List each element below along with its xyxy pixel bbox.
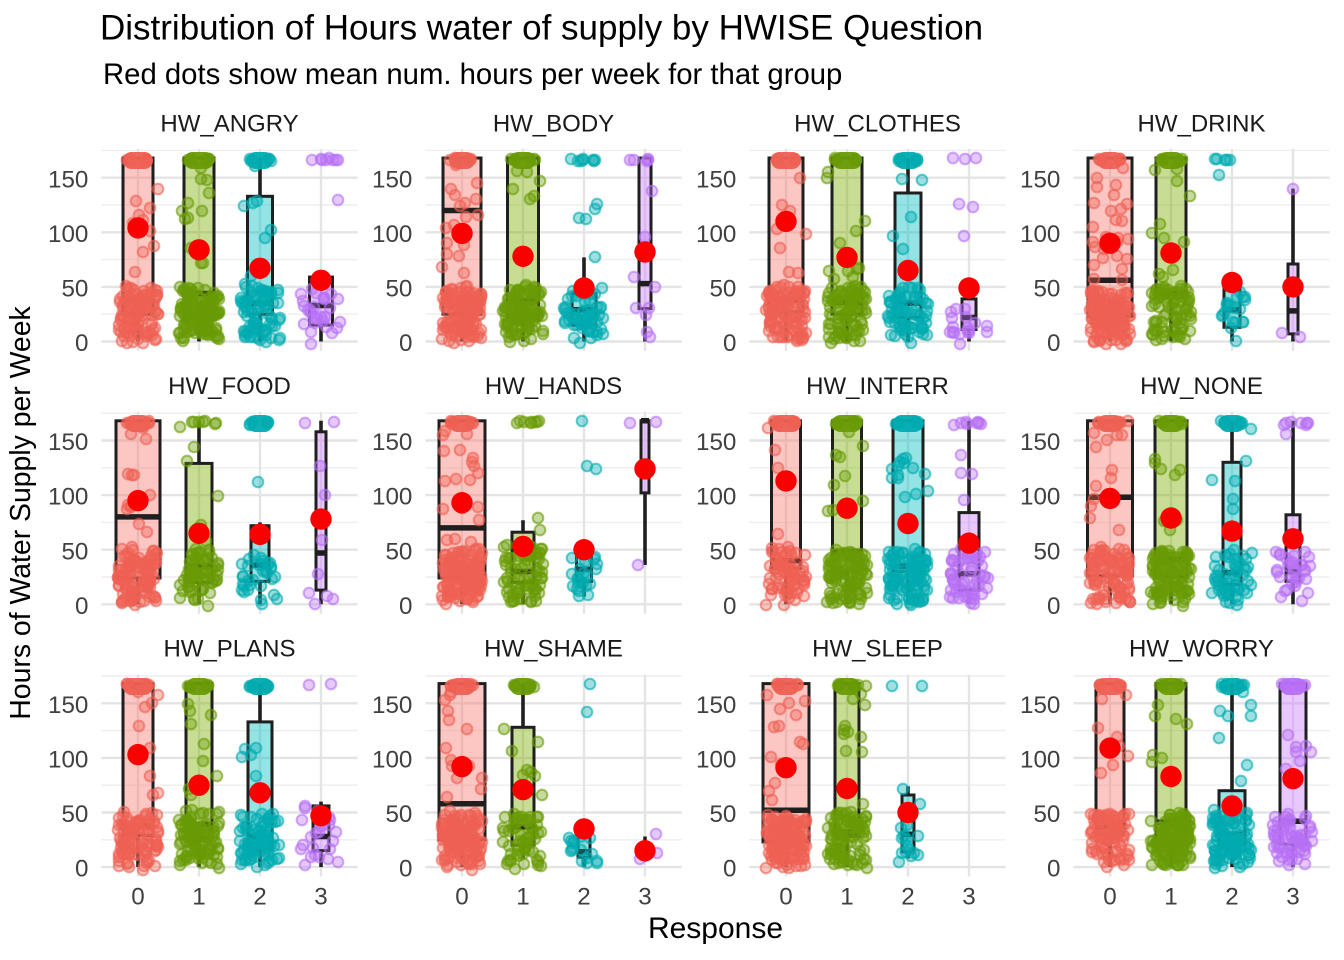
- svg-text:HW_SLEEP: HW_SLEEP: [812, 636, 943, 663]
- svg-text:0: 0: [455, 884, 468, 911]
- svg-text:Red dots show mean num. hours: Red dots show mean num. hours per week f…: [103, 58, 842, 91]
- svg-text:2: 2: [253, 884, 266, 911]
- svg-text:HW_INTERR: HW_INTERR: [806, 373, 949, 400]
- svg-text:1: 1: [840, 884, 853, 911]
- svg-text:100: 100: [696, 221, 736, 248]
- svg-text:HW_FOOD: HW_FOOD: [168, 373, 291, 400]
- svg-text:150: 150: [1020, 429, 1060, 456]
- svg-text:0: 0: [723, 330, 736, 357]
- svg-text:150: 150: [372, 692, 412, 719]
- svg-text:100: 100: [372, 221, 412, 248]
- svg-text:50: 50: [709, 801, 736, 828]
- svg-text:0: 0: [399, 856, 412, 883]
- svg-text:0: 0: [75, 856, 88, 883]
- svg-text:100: 100: [48, 221, 88, 248]
- svg-text:50: 50: [709, 276, 736, 303]
- svg-text:150: 150: [48, 692, 88, 719]
- svg-text:50: 50: [385, 801, 412, 828]
- svg-text:HW_DRINK: HW_DRINK: [1137, 110, 1265, 137]
- svg-text:0: 0: [1103, 884, 1116, 911]
- svg-text:0: 0: [1047, 330, 1060, 357]
- svg-text:150: 150: [48, 429, 88, 456]
- svg-text:100: 100: [48, 747, 88, 774]
- svg-text:HW_PLANS: HW_PLANS: [163, 636, 295, 663]
- svg-text:HW_NONE: HW_NONE: [1140, 373, 1263, 400]
- svg-text:150: 150: [48, 166, 88, 193]
- svg-text:0: 0: [779, 884, 792, 911]
- svg-text:150: 150: [372, 429, 412, 456]
- svg-text:150: 150: [696, 166, 736, 193]
- svg-text:HW_ANGRY: HW_ANGRY: [160, 110, 298, 137]
- svg-text:50: 50: [709, 538, 736, 565]
- svg-text:HW_BODY: HW_BODY: [493, 110, 614, 137]
- svg-text:2: 2: [1225, 884, 1238, 911]
- svg-text:0: 0: [75, 593, 88, 620]
- svg-text:100: 100: [372, 484, 412, 511]
- svg-text:0: 0: [1047, 856, 1060, 883]
- svg-text:0: 0: [75, 330, 88, 357]
- svg-text:3: 3: [962, 884, 975, 911]
- svg-text:0: 0: [399, 593, 412, 620]
- svg-text:150: 150: [1020, 166, 1060, 193]
- svg-text:50: 50: [1033, 801, 1060, 828]
- svg-text:2: 2: [577, 884, 590, 911]
- svg-text:0: 0: [723, 856, 736, 883]
- svg-text:100: 100: [1020, 221, 1060, 248]
- svg-text:50: 50: [61, 276, 88, 303]
- svg-text:50: 50: [385, 538, 412, 565]
- svg-text:0: 0: [131, 884, 144, 911]
- svg-text:HW_CLOTHES: HW_CLOTHES: [794, 110, 961, 137]
- svg-text:2: 2: [901, 884, 914, 911]
- svg-text:3: 3: [638, 884, 651, 911]
- svg-text:HW_HANDS: HW_HANDS: [485, 373, 622, 400]
- svg-text:100: 100: [696, 484, 736, 511]
- svg-text:150: 150: [372, 166, 412, 193]
- svg-text:50: 50: [1033, 538, 1060, 565]
- svg-text:0: 0: [723, 593, 736, 620]
- svg-text:1: 1: [1164, 884, 1177, 911]
- svg-text:1: 1: [516, 884, 529, 911]
- svg-text:HW_SHAME: HW_SHAME: [484, 636, 623, 663]
- svg-text:50: 50: [61, 538, 88, 565]
- svg-text:100: 100: [372, 747, 412, 774]
- svg-text:150: 150: [1020, 692, 1060, 719]
- svg-text:50: 50: [61, 801, 88, 828]
- svg-text:50: 50: [1033, 276, 1060, 303]
- svg-text:100: 100: [1020, 484, 1060, 511]
- svg-text:3: 3: [1286, 884, 1299, 911]
- svg-text:HW_WORRY: HW_WORRY: [1129, 636, 1274, 663]
- svg-text:100: 100: [1020, 747, 1060, 774]
- svg-text:150: 150: [696, 692, 736, 719]
- svg-text:100: 100: [48, 484, 88, 511]
- svg-text:Distribution of Hours water of: Distribution of Hours water of supply by…: [100, 9, 983, 48]
- svg-text:3: 3: [314, 884, 327, 911]
- svg-text:0: 0: [399, 330, 412, 357]
- svg-text:1: 1: [192, 884, 205, 911]
- svg-text:Response: Response: [648, 912, 783, 945]
- svg-text:0: 0: [1047, 593, 1060, 620]
- svg-text:150: 150: [696, 429, 736, 456]
- svg-text:50: 50: [385, 276, 412, 303]
- svg-text:Hours of Water Supply per Week: Hours of Water Supply per Week: [5, 305, 37, 719]
- svg-text:100: 100: [696, 747, 736, 774]
